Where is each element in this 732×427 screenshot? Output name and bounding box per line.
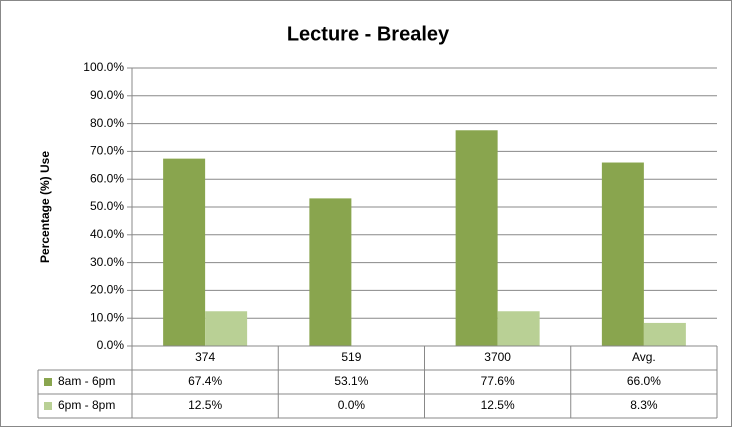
bar [643,322,686,346]
data-table-cell: 77.6% [481,374,515,388]
x-tick-label: Avg. [632,350,656,364]
legend-label: 8am - 6pm [58,374,115,388]
chart-title: Lecture - Brealey [287,23,450,45]
data-table-cell: 67.4% [188,374,222,388]
y-tick-label: 30.0% [90,255,124,269]
legend-key [44,378,52,386]
legend-label: 6pm - 8pm [58,398,115,412]
data-table-cell: 8.3% [630,398,658,412]
y-tick-label: 0.0% [97,338,125,352]
y-tick-label: 40.0% [90,227,124,241]
bar [497,311,540,346]
y-tick-label: 80.0% [90,116,124,130]
x-tick-label: 3700 [484,350,511,364]
bar [163,158,206,346]
bar [601,162,644,346]
y-tick-label: 100.0% [83,60,124,74]
data-table-cell: 12.5% [481,398,515,412]
y-tick-label: 50.0% [90,199,124,213]
y-tick-label: 90.0% [90,88,124,102]
data-table-cell: 0.0% [338,398,366,412]
y-tick-label: 70.0% [90,144,124,158]
bar [205,311,248,346]
y-tick-label: 20.0% [90,283,124,297]
data-table-cell: 12.5% [188,398,222,412]
bar [455,130,498,346]
x-tick-label: 374 [195,350,215,364]
y-axis-label: Percentage (%) Use [38,151,52,263]
bar [309,198,352,346]
data-table-cell: 66.0% [627,374,661,388]
data-table-cell: 53.1% [334,374,368,388]
x-tick-label: 519 [341,350,361,364]
y-tick-label: 10.0% [90,310,124,324]
legend-key [44,402,52,410]
y-tick-label: 60.0% [90,171,124,185]
